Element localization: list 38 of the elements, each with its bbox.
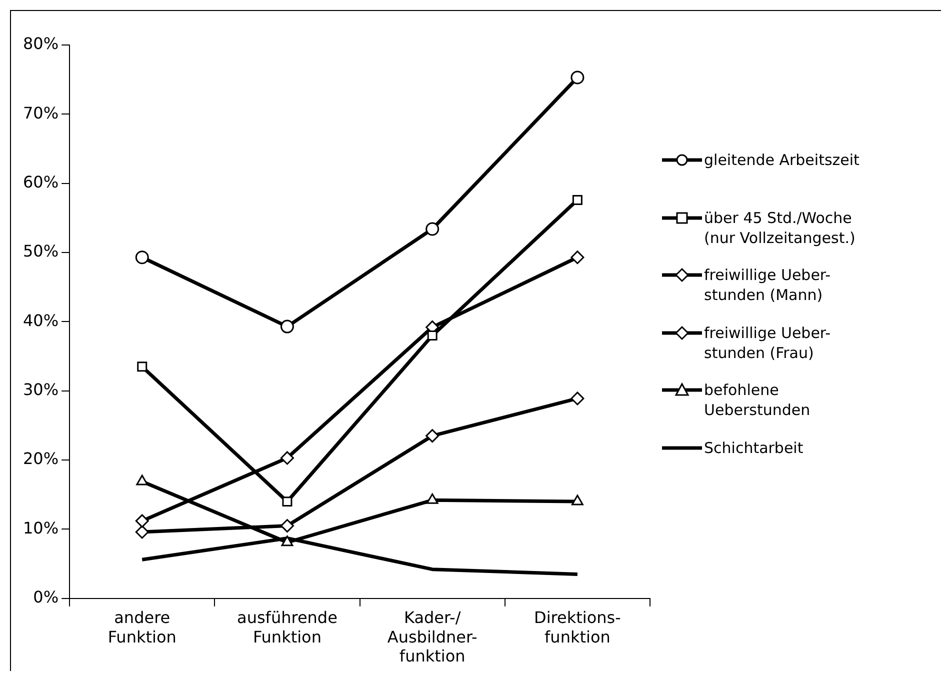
point [135, 525, 149, 539]
x-tick-label: Kader-/ Ausbildner- funktion [387, 608, 478, 666]
legend-label: freiwillige Ueber- stunden (Mann) [704, 265, 831, 305]
x-tick-label: Direktions- funktion [534, 608, 621, 646]
point [135, 250, 149, 264]
point [280, 519, 294, 533]
y-tick-label: 70% [23, 103, 59, 122]
legend-label: über 45 Std./Woche (nur Vollzeitangest.) [704, 208, 856, 248]
point [137, 362, 148, 372]
y-tick-label: 10% [23, 518, 59, 538]
legend-label: gleitende Arbeitszeit [704, 150, 860, 170]
point [426, 493, 438, 504]
point [426, 222, 440, 236]
point [282, 496, 292, 507]
legend-label: Schichtarbeit [704, 438, 804, 458]
y-tick-label: 0% [33, 588, 59, 607]
x-tick-label: ausführende Funktion [237, 608, 338, 646]
y-tick-label: 80% [23, 34, 59, 54]
legend-label: freiwillige Ueber- stunden (Frau) [704, 322, 831, 362]
point [570, 70, 584, 84]
point [135, 514, 149, 528]
point [280, 320, 294, 334]
point [281, 536, 294, 546]
point [427, 330, 438, 341]
point [136, 474, 148, 486]
point [280, 451, 294, 465]
point [570, 250, 584, 264]
y-tick-label: 30% [23, 380, 59, 400]
y-tick-label: 40% [23, 310, 59, 330]
point [570, 392, 584, 406]
point [572, 194, 582, 205]
point [572, 494, 584, 506]
legend-label: befohlene Ueberstunden [704, 380, 810, 420]
x-tick-label: andere Funktion [108, 608, 176, 646]
y-tick-label: 50% [23, 242, 59, 261]
point [426, 429, 440, 443]
y-tick-label: 20% [23, 449, 59, 468]
y-tick-label: 60% [23, 172, 59, 192]
